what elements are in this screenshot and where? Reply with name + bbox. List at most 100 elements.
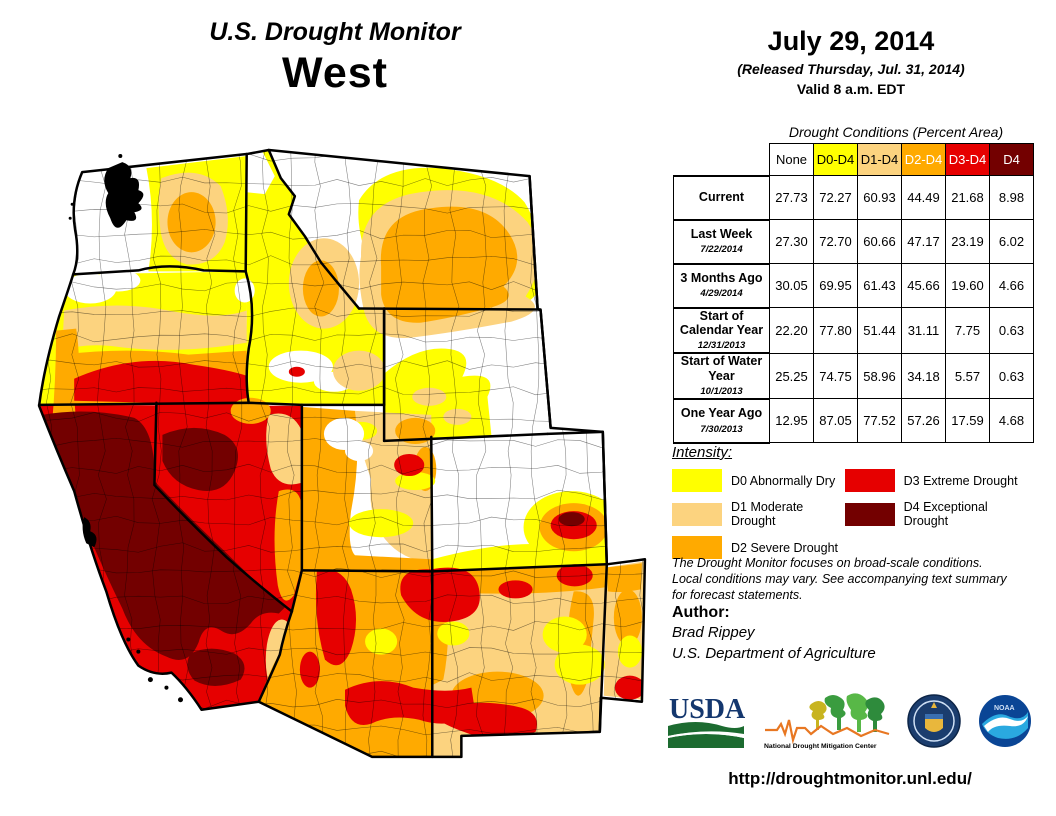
disclaimer-line: The Drought Monitor focuses on broad-sca… [672, 556, 983, 570]
value-cell: 7.75 [945, 307, 990, 354]
value-cell: 69.95 [813, 263, 858, 308]
value-cell: 12.95 [769, 398, 814, 444]
table-row: Start of Water Year 10/1/2013 25.25 74.75 58… [673, 352, 1034, 400]
value-cell: 30.05 [769, 263, 814, 308]
legend-item-d1: D1 Moderate Drought [672, 500, 845, 528]
author-org: U.S. Department of Agriculture [672, 645, 876, 662]
value-cell: 60.93 [857, 175, 902, 220]
legend-label: D2 Severe Drought [731, 540, 839, 555]
ndmc-trees [809, 693, 885, 732]
release-note: (Released Thursday, Jul. 31, 2014) [737, 61, 965, 77]
row-label: 3 Months Ago 4/29/2014 [673, 262, 770, 309]
column-header-d0-d4: D0-D4 [813, 143, 858, 176]
border-or-ca-nv [37, 401, 250, 407]
row-label: Start of Calendar Year 12/31/2013 [673, 306, 770, 355]
value-cell: 21.68 [945, 175, 990, 220]
table-row: Start of Calendar Year 12/31/2013 22.20 77.… [673, 306, 1034, 355]
legend-item-d4: D4 Exceptional Drought [844, 500, 1032, 528]
table-corner [673, 143, 770, 176]
value-cell: 0.63 [989, 307, 1034, 354]
water-features [68, 154, 184, 703]
value-cell: 5.57 [945, 352, 990, 400]
author-heading: Author: [672, 604, 730, 621]
border-co-ut [430, 435, 434, 573]
column-header-d2-d4: D2-D4 [901, 143, 946, 176]
value-cell: 4.68 [989, 398, 1034, 444]
legend-item-d2: D2 Severe Drought [672, 536, 845, 559]
disclaimer-line: Local conditions may vary. See accompany… [672, 572, 1007, 586]
drought-map-svg [37, 148, 647, 759]
row-label: Current [673, 174, 770, 221]
value-cell: 6.02 [989, 219, 1034, 264]
legend-swatch-d4 [844, 502, 895, 526]
sf-bay [82, 517, 97, 548]
channel-island [164, 685, 169, 690]
svg-text:USDA: USDA [669, 694, 746, 725]
value-cell: 51.44 [857, 307, 902, 354]
value-cell: 34.18 [901, 352, 946, 400]
commerce-seal [907, 694, 962, 748]
border-nv-az [290, 569, 304, 613]
table-body: Current 27.73 72.27 60.93 44.49 21.68 8.98 Last… [673, 174, 1034, 444]
value-cell: 19.60 [945, 263, 990, 308]
legend-label: D0 Abnormally Dry [731, 473, 836, 488]
drought-map [28, 138, 660, 790]
report-date-block: July 29, 2014 (Released Thursday, Jul. 3… [695, 26, 1007, 97]
border-wa-id [244, 152, 248, 273]
channel-island [126, 637, 131, 642]
row-label: Start of Water Year 10/1/2013 [673, 352, 770, 400]
row-date: 12/31/2013 [697, 340, 746, 352]
table-row: Current 27.73 72.27 60.93 44.49 21.68 8.98 [673, 174, 1034, 221]
region-title: West [282, 49, 388, 97]
state-borders [37, 148, 647, 759]
row-date: 10/1/2013 [700, 385, 743, 397]
usda-logo: USDA [666, 692, 746, 750]
value-cell: 17.59 [945, 398, 990, 444]
legend-column-right: D3 Extreme Drought D4 Exceptional Drought [844, 469, 1032, 567]
column-header-none: None [769, 143, 814, 176]
table-row: 3 Months Ago 4/29/2014 30.05 69.95 61.43 45.6… [673, 262, 1034, 309]
legend-swatch-d1 [672, 502, 722, 526]
value-cell: 87.05 [813, 398, 858, 444]
ndmc-logo: National Drought Mitigation Center [764, 693, 889, 750]
legend-label: D1 Moderate Drought [731, 500, 804, 528]
puget-sound [104, 162, 144, 228]
valid-time: Valid 8 a.m. EDT [796, 81, 906, 97]
column-header-d1-d4: D1-D4 [857, 143, 902, 176]
disclaimer-line: for forecast statements. [672, 588, 803, 602]
value-cell: 60.66 [857, 219, 902, 264]
value-cell: 58.96 [857, 352, 902, 400]
value-cell: 47.17 [901, 219, 946, 264]
row-label: Last Week 7/22/2014 [673, 218, 770, 265]
svg-text:NOAA: NOAA [994, 705, 1015, 712]
legend-label: D3 Extreme Drought [903, 473, 1018, 488]
coast-islet [68, 216, 72, 220]
drought-monitor-link[interactable]: http://droughtmonitor.unl.edu/ [728, 769, 972, 788]
value-cell: 27.30 [769, 219, 814, 264]
san-juan-island [118, 154, 123, 159]
border-ca-nv [153, 401, 294, 613]
report-date: July 29, 2014 [767, 26, 935, 56]
channel-island [147, 677, 153, 683]
ndmc-ekg-line [764, 719, 889, 745]
value-cell: 72.27 [813, 175, 858, 220]
report-title: U.S. Drought Monitor [209, 18, 461, 46]
table-header: None D0-D4 D1-D4 D2-D4 D3-D4 D4 [673, 143, 1034, 176]
value-cell: 77.52 [857, 398, 902, 444]
value-cell: 27.73 [769, 175, 814, 220]
legend-item-d0: D0 Abnormally Dry [672, 469, 845, 492]
value-cell: 72.70 [813, 219, 858, 264]
row-date: 7/22/2014 [700, 244, 743, 256]
legend-swatch-d3 [844, 469, 895, 492]
legend-title: Intensity: [672, 444, 733, 461]
row-date: 7/30/2013 [700, 423, 743, 435]
border-or-id [244, 270, 254, 405]
border-co-nm [431, 563, 609, 573]
border-mt-wy [357, 307, 542, 311]
author-name: Brad Rippey [672, 624, 755, 641]
border-wa-or [71, 265, 247, 276]
border-ca-az [257, 610, 294, 703]
map-outline [37, 148, 647, 759]
author-block: Author: Brad Rippey U.S. Department of A… [672, 604, 876, 664]
